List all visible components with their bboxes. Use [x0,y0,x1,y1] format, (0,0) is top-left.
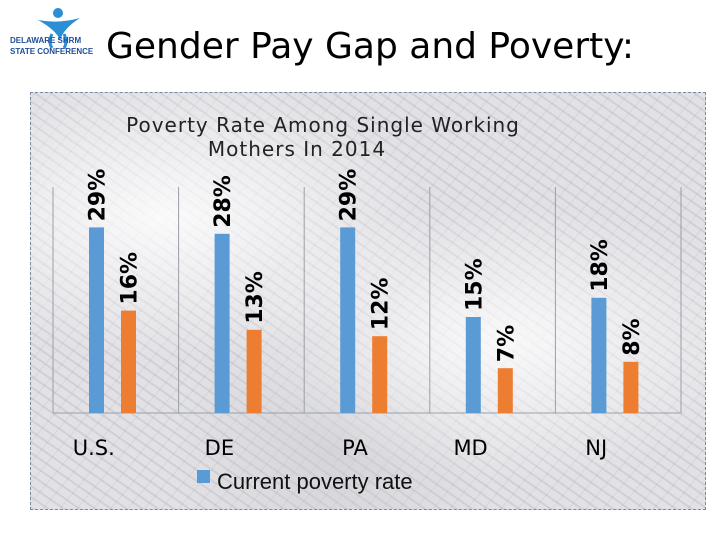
bar-nj-series-1 [591,297,607,413]
bar-us-series-1 [89,227,104,413]
legend-swatch [197,470,210,483]
category-label: MD [453,436,487,460]
data-label: 8% [620,318,645,355]
chart-gridlines [52,187,682,414]
chart-title-line-2: Mothers In 2014 [208,137,386,161]
data-label: 18% [588,239,613,292]
data-label: 13% [243,271,268,324]
chart-category-labels: U.S. DE PA MD NJ [73,436,607,460]
data-label: 7% [494,325,519,362]
bar-us-series-2 [121,310,136,413]
category-label: U.S. [73,436,115,460]
chart-area: Poverty Rate Among Single Working Mother… [30,92,706,510]
slide-title: Gender Pay Gap and Poverty: [106,26,635,67]
bar-pa-series-2 [372,336,388,413]
logo-line1: DELAWARE SHRM [10,36,82,45]
legend-label: Current poverty rate [217,469,413,494]
data-label: 29% [86,169,111,222]
bar-md-series-1 [465,317,481,413]
category-label: DE [205,436,234,460]
logo-line2: STATE CONFERENCE [10,47,94,56]
data-label: 12% [369,278,394,331]
category-label: NJ [585,436,607,460]
data-label: 15% [462,258,487,311]
delaware-shrm-logo: DELAWARE SHRM STATE CONFERENCE [8,6,94,62]
bar-pa-series-1 [340,227,356,413]
data-label: 16% [118,252,143,305]
logo-figure-icon [38,8,80,49]
bar-de-series-1 [214,233,230,413]
bar-nj-series-2 [623,361,639,413]
chart-data-labels: 29% 16% 28% 13% 29% 12% 15% 7% 18% 8% [86,169,645,362]
chart-legend: Current poverty rate [197,469,413,494]
chart-title-line-1: Poverty Rate Among Single Working [126,113,520,137]
bar-de-series-2 [246,329,262,413]
category-label: PA [342,436,368,460]
bar-md-series-2 [497,368,513,413]
chart-bars [89,227,639,413]
bar-chart: Poverty Rate Among Single Working Mother… [52,113,682,494]
data-label: 29% [337,169,362,222]
data-label: 28% [211,175,236,228]
